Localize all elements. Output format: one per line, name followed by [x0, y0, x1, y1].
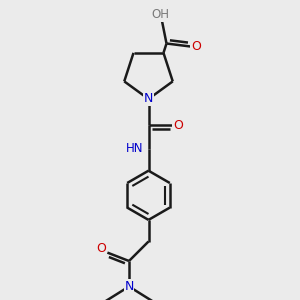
Text: N: N: [144, 92, 153, 106]
Text: O: O: [96, 242, 106, 256]
Text: N: N: [124, 280, 134, 293]
Text: O: O: [173, 119, 183, 132]
Text: HN: HN: [126, 142, 144, 155]
Text: O: O: [191, 40, 201, 53]
Text: OH: OH: [152, 8, 169, 22]
